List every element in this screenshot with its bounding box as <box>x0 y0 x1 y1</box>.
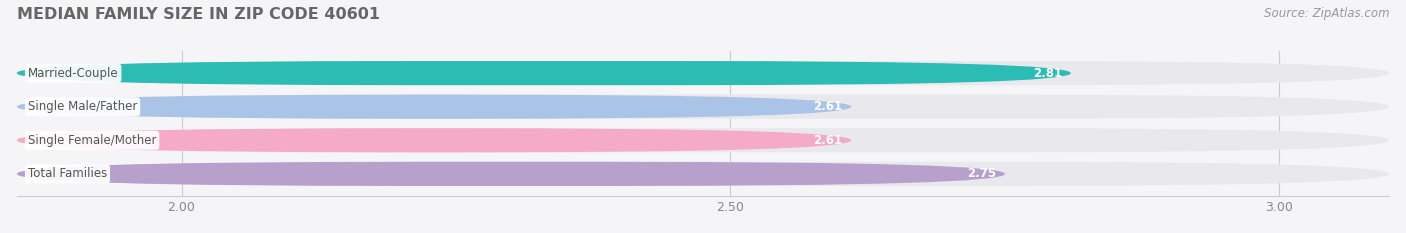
FancyBboxPatch shape <box>17 128 1389 152</box>
FancyBboxPatch shape <box>17 61 1389 85</box>
Text: 2.75: 2.75 <box>967 167 995 180</box>
Text: Single Female/Mother: Single Female/Mother <box>28 134 156 147</box>
FancyBboxPatch shape <box>17 95 1389 119</box>
Text: 2.61: 2.61 <box>813 134 842 147</box>
Text: Single Male/Father: Single Male/Father <box>28 100 138 113</box>
Text: Source: ZipAtlas.com: Source: ZipAtlas.com <box>1264 7 1389 20</box>
FancyBboxPatch shape <box>17 162 1005 186</box>
Text: MEDIAN FAMILY SIZE IN ZIP CODE 40601: MEDIAN FAMILY SIZE IN ZIP CODE 40601 <box>17 7 380 22</box>
FancyBboxPatch shape <box>17 162 1389 186</box>
Text: Total Families: Total Families <box>28 167 107 180</box>
Text: Married-Couple: Married-Couple <box>28 67 118 80</box>
Text: 2.81: 2.81 <box>1033 67 1062 80</box>
FancyBboxPatch shape <box>17 95 851 119</box>
Text: 2.61: 2.61 <box>813 100 842 113</box>
FancyBboxPatch shape <box>17 128 851 152</box>
FancyBboxPatch shape <box>17 61 1071 85</box>
